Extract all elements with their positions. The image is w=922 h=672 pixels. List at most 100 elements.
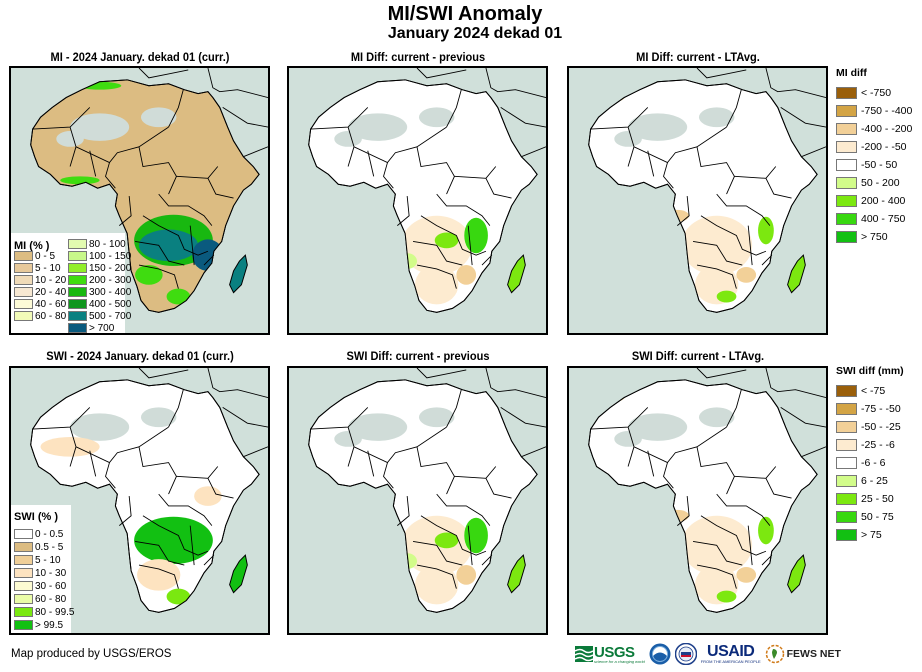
legend-item: -75 - -50 bbox=[836, 403, 904, 415]
country-borders bbox=[30, 368, 268, 613]
country-border bbox=[89, 150, 97, 177]
coastline bbox=[780, 407, 826, 428]
country-border bbox=[467, 525, 473, 566]
legend-item: 30 - 60 bbox=[14, 580, 66, 592]
legend-item: 10 - 30 bbox=[14, 567, 66, 579]
legend-swatch bbox=[836, 195, 857, 207]
legend-swatch bbox=[68, 263, 87, 273]
data-region bbox=[464, 217, 488, 254]
country-border bbox=[416, 446, 455, 495]
legend-swatch bbox=[836, 87, 857, 99]
legend-label: 200 - 300 bbox=[89, 274, 132, 286]
nodata-region bbox=[614, 131, 642, 147]
data-region bbox=[736, 266, 757, 283]
map-panel-swi-diff-ltavg[interactable] bbox=[567, 366, 828, 635]
legend-item: -50 - 50 bbox=[836, 159, 912, 171]
country-border bbox=[142, 515, 209, 556]
country-border bbox=[347, 146, 355, 167]
legend-swatch bbox=[836, 231, 857, 243]
legend-item: 50 - 75 bbox=[836, 511, 904, 523]
map-panel-mi-diff-previous[interactable] bbox=[287, 66, 548, 335]
legend-swatch bbox=[836, 511, 857, 523]
country-border bbox=[207, 478, 234, 499]
country-border bbox=[416, 146, 455, 195]
legend-title: MI (% ) bbox=[14, 240, 50, 252]
country-border bbox=[367, 450, 375, 477]
legend-swatch bbox=[836, 457, 857, 469]
country-border bbox=[716, 193, 771, 226]
panel-title-swi-diff-ltavg: SWI Diff: current - LTAvg. bbox=[631, 349, 765, 363]
data-region bbox=[139, 229, 199, 262]
country-border bbox=[397, 496, 410, 526]
country-borders bbox=[588, 368, 826, 613]
legend-label: 30 - 60 bbox=[35, 580, 67, 592]
legend-label: -400 - -200 bbox=[861, 123, 913, 135]
country-border bbox=[397, 196, 410, 226]
country-border bbox=[647, 450, 655, 477]
country-border bbox=[158, 493, 213, 526]
madagascar-land bbox=[507, 554, 526, 594]
country-border bbox=[105, 162, 116, 189]
madagascar-land bbox=[787, 254, 806, 294]
country-border bbox=[677, 496, 690, 526]
coastline bbox=[207, 68, 268, 98]
country-border bbox=[485, 478, 512, 499]
legend-label: 25 - 50 bbox=[861, 493, 894, 505]
data-region bbox=[135, 265, 163, 285]
data-region bbox=[134, 516, 213, 565]
usaid-tagline: FROM THE AMERICAN PEOPLE bbox=[700, 659, 761, 664]
country-border bbox=[347, 426, 447, 464]
map-panel-mi-diff-ltavg[interactable] bbox=[567, 66, 828, 335]
nodata-region bbox=[628, 413, 688, 441]
legend-item: 5 - 10 bbox=[14, 262, 61, 274]
legend-item: 20 - 40 bbox=[14, 286, 66, 298]
coastline bbox=[521, 146, 546, 158]
country-borders bbox=[30, 68, 268, 313]
country-border bbox=[765, 178, 792, 199]
map-panel-swi-current[interactable] bbox=[9, 366, 270, 635]
legend-swatch bbox=[836, 105, 857, 117]
legend-label: 10 - 20 bbox=[35, 274, 67, 286]
continent-outline bbox=[308, 79, 538, 313]
country-border bbox=[138, 564, 179, 589]
nodata-region bbox=[698, 107, 735, 128]
africa-map bbox=[308, 68, 546, 313]
country-border bbox=[347, 446, 355, 467]
legend-label: -50 - 50 bbox=[861, 159, 898, 171]
legend-label: 150 - 200 bbox=[89, 262, 132, 274]
coastline bbox=[765, 368, 826, 398]
country-border bbox=[189, 225, 195, 266]
legend-label: 5 - 10 bbox=[35, 262, 61, 274]
legend-item: -750 - -400 bbox=[836, 105, 912, 117]
legend-swatch bbox=[68, 323, 87, 333]
legend-swatch bbox=[68, 251, 87, 261]
legend-title: SWI (% ) bbox=[14, 511, 58, 523]
country-border bbox=[134, 540, 185, 566]
madagascar-land bbox=[229, 554, 248, 594]
partner-logos: USGS science for a changing world USAID … bbox=[575, 640, 845, 668]
africa-map bbox=[588, 368, 826, 613]
legend-swatch bbox=[14, 594, 33, 604]
legend-swatch bbox=[836, 123, 857, 135]
country-border bbox=[647, 150, 655, 177]
legend-swatch bbox=[836, 529, 857, 541]
data-region bbox=[716, 290, 737, 303]
country-border bbox=[119, 496, 132, 526]
continent-outline bbox=[30, 379, 260, 613]
country-border bbox=[89, 450, 97, 477]
coastline bbox=[500, 107, 546, 128]
africa-map bbox=[588, 68, 826, 313]
legend-item: 6 - 25 bbox=[836, 475, 904, 487]
main-title: MI/SWI Anomaly bbox=[387, 3, 543, 25]
map-panel-swi-diff-previous[interactable] bbox=[287, 366, 548, 635]
country-border bbox=[677, 196, 690, 226]
legend-item: 300 - 400 bbox=[68, 286, 131, 298]
map-panel-mi-current[interactable] bbox=[9, 66, 270, 335]
legend-swi-diff: SWI diff (mm) < -75 -75 - -50 -50 - -25 -25… bbox=[836, 365, 904, 547]
country-border bbox=[726, 89, 742, 128]
fewsnet-logo: FEWS NET bbox=[765, 644, 841, 664]
country-border bbox=[627, 426, 727, 464]
country-border bbox=[481, 254, 493, 266]
legend-item: > 99.5 bbox=[14, 619, 63, 631]
